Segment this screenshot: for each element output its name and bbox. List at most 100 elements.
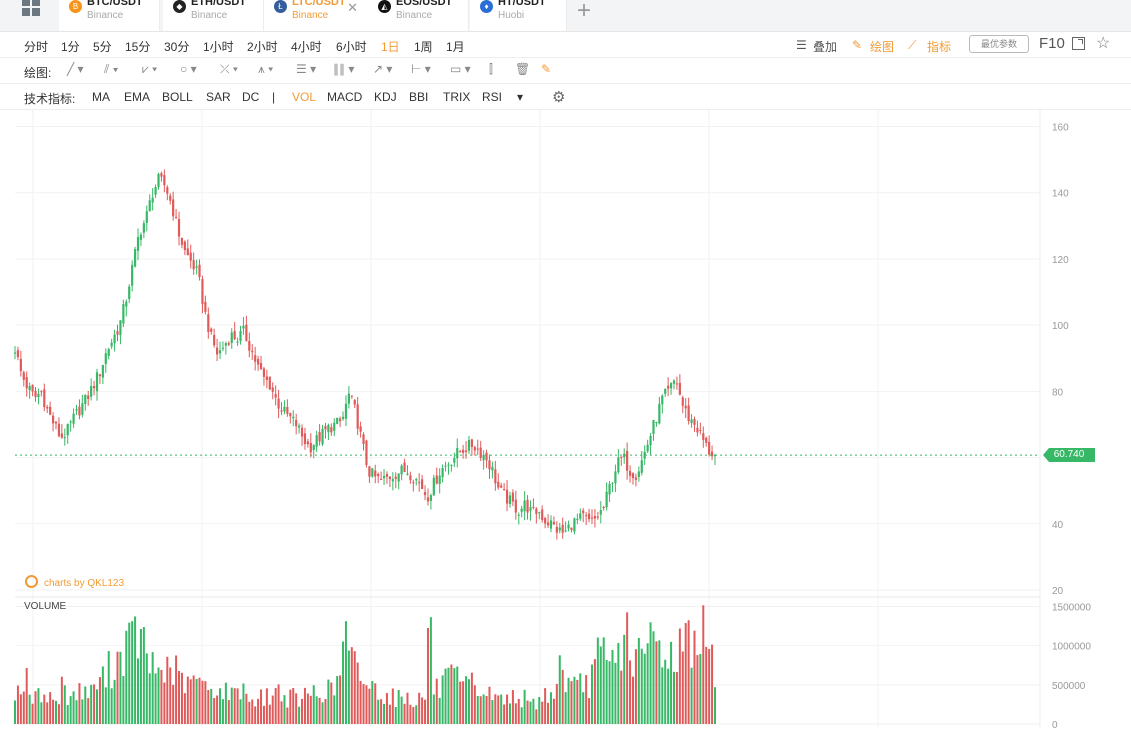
candle-body bbox=[605, 491, 608, 508]
candle-body bbox=[333, 422, 336, 431]
indicator-sar[interactable]: SAR bbox=[206, 90, 231, 104]
volume-bar bbox=[547, 702, 550, 724]
period-7[interactable]: 4小时 bbox=[291, 40, 322, 54]
candle-body bbox=[710, 451, 714, 457]
indicator-bbi[interactable]: BBI bbox=[409, 90, 429, 104]
period-5[interactable]: 1小时 bbox=[203, 40, 234, 54]
volume-bar bbox=[189, 679, 192, 724]
gann-tool-icon[interactable]: ∥∥ ▾ bbox=[333, 62, 355, 76]
candle-body bbox=[441, 467, 444, 477]
volume-bar bbox=[421, 697, 424, 724]
pen-tool-icon[interactable]: ✎ bbox=[541, 62, 552, 76]
volume-bar bbox=[476, 696, 479, 724]
period-6[interactable]: 2小时 bbox=[247, 40, 278, 54]
volume-bar bbox=[75, 700, 78, 724]
volume-bar bbox=[101, 666, 104, 724]
fib-tool-icon[interactable]: ☰ ▾ bbox=[296, 62, 317, 76]
period-0[interactable]: 分时 bbox=[24, 40, 49, 54]
add-tab-icon[interactable]: + bbox=[577, 0, 592, 24]
period-8[interactable]: 6小时 bbox=[336, 40, 367, 54]
tab-pair: ETH/USDT bbox=[191, 0, 246, 8]
indicator-rsi[interactable]: RSI bbox=[482, 90, 503, 104]
candle-body bbox=[696, 427, 699, 433]
indicators-button[interactable]: 指标 bbox=[927, 40, 952, 54]
fork-tool-icon[interactable]: ⩗ ▾ bbox=[142, 62, 158, 76]
candle-body bbox=[573, 518, 576, 532]
volume-bar bbox=[163, 682, 166, 724]
volume-bar bbox=[122, 676, 125, 724]
measure-tool-icon[interactable]: ⊢ ▾ bbox=[411, 62, 431, 76]
candle-body bbox=[339, 418, 342, 422]
volume-bar bbox=[98, 677, 101, 724]
volume-bar bbox=[424, 699, 427, 724]
trash-icon[interactable]: 🗑 bbox=[515, 62, 531, 76]
volume-tick-label: 1000000 bbox=[1052, 642, 1091, 653]
period-11[interactable]: 1月 bbox=[446, 40, 465, 54]
volume-bar bbox=[394, 707, 397, 724]
candle-body bbox=[482, 454, 485, 461]
indicator-kdj[interactable]: KDJ bbox=[374, 90, 397, 104]
tab-pair: BTC/USDT bbox=[87, 0, 143, 8]
period-9[interactable]: 1日 bbox=[381, 40, 400, 54]
period-2[interactable]: 5分 bbox=[93, 40, 112, 54]
candle-body bbox=[602, 506, 605, 508]
crossline-tool-icon[interactable]: ⤫ ▾ bbox=[220, 62, 238, 76]
gear-icon[interactable]: ⚙ bbox=[552, 89, 566, 106]
volume-bar bbox=[192, 675, 195, 724]
period-4[interactable]: 30分 bbox=[164, 40, 190, 54]
candle-body bbox=[382, 475, 386, 479]
indicator-ma[interactable]: MA bbox=[92, 90, 110, 104]
price-chart[interactable]: 2040608010012014016005000001000000150000… bbox=[0, 108, 1131, 730]
candle-body bbox=[116, 331, 119, 335]
volume-bar bbox=[119, 651, 122, 724]
candle-body bbox=[590, 517, 594, 519]
candle-body bbox=[31, 384, 34, 392]
candle-body bbox=[180, 237, 184, 245]
grid-menu-icon[interactable] bbox=[22, 0, 40, 16]
period-3[interactable]: 15分 bbox=[125, 40, 151, 54]
volume-bar bbox=[514, 703, 517, 724]
close-icon[interactable]: ✕ bbox=[347, 0, 358, 15]
indicator-dc[interactable]: DC bbox=[242, 90, 260, 104]
candle-body bbox=[289, 413, 292, 417]
tab-btc-usdt[interactable]: B BTC/USDT Binance bbox=[59, 0, 160, 31]
indicator-macd[interactable]: MACD bbox=[327, 90, 363, 104]
tab-exchange: Binance bbox=[396, 10, 433, 21]
tab-eth-usdt[interactable]: ◆ ETH/USDT Binance bbox=[163, 0, 264, 31]
candle-body bbox=[318, 432, 321, 442]
arrow-tool-icon[interactable]: ↗ ▾ bbox=[373, 62, 393, 76]
indicator-trix[interactable]: TRIX bbox=[443, 90, 471, 104]
volume-bar bbox=[643, 653, 646, 724]
note-tool-icon[interactable]: ▭ ▾ bbox=[450, 62, 471, 76]
volume-bar bbox=[262, 705, 265, 724]
circle-tool-icon[interactable]: ○ ▾ bbox=[180, 62, 197, 76]
f10-button[interactable]: F10 bbox=[1039, 35, 1065, 52]
candle-body bbox=[614, 471, 617, 484]
period-toolbar: 分时 1分 5分 15分 30分 1小时 2小时 4小时 6小时 1日 1周 1月 ☰ 叠加 ✎ 绘图… bbox=[0, 31, 1131, 58]
indicator-sep[interactable]: ▾ bbox=[517, 90, 524, 104]
tab-ltc-usdt[interactable]: Ł LTC/USDT Binance ✕ bbox=[264, 0, 369, 31]
qkl-logo-icon bbox=[25, 575, 38, 588]
line-tool-icon[interactable]: ╱ ▾ bbox=[67, 62, 84, 76]
candle-body bbox=[218, 350, 222, 354]
ray-tool-icon[interactable]: ⫽ ▾ bbox=[104, 62, 119, 76]
volume-bar bbox=[558, 655, 561, 724]
indicator-ema[interactable]: EMA bbox=[124, 90, 151, 104]
star-icon[interactable]: ☆ bbox=[1096, 35, 1111, 52]
indicator-vol[interactable]: VOL bbox=[292, 90, 317, 104]
period-10[interactable]: 1周 bbox=[414, 40, 433, 54]
candle-body bbox=[277, 398, 280, 409]
period-1[interactable]: 1分 bbox=[61, 40, 80, 54]
draw-button[interactable]: 绘图 bbox=[870, 40, 895, 54]
candle-body bbox=[46, 406, 49, 409]
bars-tool-icon[interactable]: ⫿ bbox=[489, 62, 493, 76]
tab-eos-usdt[interactable]: ◭ EOS/USDT Binance bbox=[368, 0, 469, 31]
overlay-button[interactable]: 叠加 bbox=[813, 40, 838, 54]
fullscreen-icon[interactable] bbox=[1072, 37, 1085, 50]
candle-body bbox=[242, 325, 245, 329]
optimal-params-button[interactable]: 最优参数 bbox=[969, 35, 1029, 53]
tab-ht-usdt[interactable]: ♦ HT/USDT Huobi bbox=[470, 0, 567, 31]
pattern-tool-icon[interactable]: ⩚ ▾ bbox=[258, 62, 274, 76]
indicator-boll[interactable]: BOLL bbox=[162, 90, 193, 104]
line-chart-icon: ⟋ bbox=[908, 38, 917, 52]
